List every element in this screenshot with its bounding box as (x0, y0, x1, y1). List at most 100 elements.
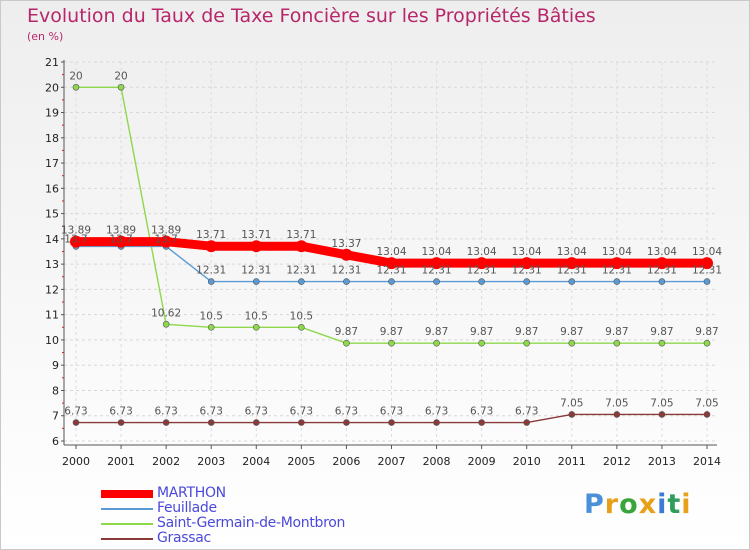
y-tick-label: 15 (45, 208, 59, 221)
point-grassac (388, 419, 395, 426)
point-grassac (162, 419, 170, 426)
y-tick-label: 20 (45, 81, 59, 94)
y-tick-label: 21 (45, 56, 59, 69)
point-feuillade (568, 278, 576, 285)
logo-letter: o (619, 489, 639, 520)
data-label-marthon: 13.89 (61, 225, 91, 237)
point-marthon (70, 235, 82, 248)
logo-letter: P (584, 489, 605, 520)
data-label-grassac: 6.73 (335, 406, 358, 418)
point-feuillade (388, 278, 395, 285)
y-tick-label: 7 (52, 410, 59, 423)
point-feuillade (252, 278, 260, 285)
x-tick-label: 2008 (423, 455, 451, 468)
data-label-marthon: 13.04 (692, 246, 722, 258)
proxiti-logo: Proxiti (584, 489, 692, 520)
y-tick-label: 8 (52, 384, 59, 397)
point-feuillade (703, 278, 711, 285)
x-tick-label: 2004 (242, 455, 270, 468)
point-marthon (565, 257, 578, 270)
data-label-marthon: 13.04 (512, 246, 542, 258)
data-label-grassac: 7.05 (560, 397, 583, 409)
data-label-feuillade: 12.31 (647, 265, 677, 277)
data-label-saint-germain-de-montbron: 9.87 (560, 326, 583, 338)
point-marthon (701, 257, 713, 270)
point-grassac (478, 419, 485, 426)
data-label-grassac: 6.73 (154, 406, 177, 418)
data-label-saint-germain-de-montbron: 9.87 (515, 326, 538, 338)
legend-label-grassac: Grassac (157, 530, 211, 546)
logo-letter: x (638, 489, 658, 520)
data-label-grassac: 6.73 (64, 406, 87, 418)
point-grassac (207, 419, 215, 426)
data-label-saint-germain-de-montbron: 10.5 (200, 310, 223, 322)
data-label-grassac: 6.73 (200, 406, 223, 418)
data-label-grassac: 6.73 (425, 406, 448, 418)
point-grassac (72, 419, 80, 426)
data-label-grassac: 6.73 (245, 406, 268, 418)
data-label-marthon: 13.04 (376, 246, 406, 258)
x-tick-label: 2012 (603, 455, 631, 468)
point-marthon (295, 240, 308, 253)
point-grassac (523, 419, 531, 426)
x-tick-label: 2006 (332, 455, 360, 468)
point-saint-germain-de-montbron (72, 83, 80, 91)
data-label-feuillade: 12.31 (331, 265, 361, 277)
point-grassac (298, 419, 305, 426)
point-saint-germain-de-montbron (478, 339, 485, 347)
point-marthon (115, 235, 128, 248)
y-tick-label: 19 (45, 107, 59, 120)
point-feuillade (343, 278, 350, 285)
data-label-saint-germain-de-montbron: 9.87 (380, 326, 403, 338)
data-label-saint-germain-de-montbron: 10.62 (151, 307, 181, 319)
data-label-saint-germain-de-montbron: 20 (69, 70, 82, 82)
data-label-saint-germain-de-montbron: 9.87 (425, 326, 448, 338)
data-label-grassac: 7.05 (695, 397, 718, 409)
data-label-saint-germain-de-montbron: 9.87 (335, 326, 358, 338)
point-grassac (613, 411, 621, 418)
point-saint-germain-de-montbron (162, 320, 170, 328)
chart-title: Evolution du Taux de Taxe Foncière sur l… (27, 5, 596, 27)
logo-letter: t (667, 489, 682, 520)
data-label-feuillade: 13.7 (154, 233, 177, 245)
x-tick-label: 2011 (558, 455, 586, 468)
data-label-marthon: 13.89 (106, 225, 136, 237)
chart-subtitle: (en %) (27, 30, 64, 43)
x-tick-label: 2007 (378, 455, 406, 468)
logo-letter: i (657, 489, 668, 520)
x-tick-label: 2009 (468, 455, 496, 468)
point-marthon (160, 235, 173, 248)
data-label-saint-germain-de-montbron: 10.5 (245, 310, 268, 322)
point-feuillade (658, 278, 666, 285)
data-label-grassac: 6.73 (470, 406, 493, 418)
point-marthon (250, 240, 263, 253)
data-label-marthon: 13.04 (467, 246, 497, 258)
x-tick-label: 2002 (152, 455, 180, 468)
data-label-feuillade: 12.31 (602, 265, 632, 277)
x-tick-label: 2014 (693, 455, 721, 468)
data-label-grassac: 7.05 (650, 397, 673, 409)
point-feuillade (478, 278, 485, 285)
y-tick-label: 6 (52, 435, 59, 448)
point-saint-germain-de-montbron (703, 339, 711, 347)
y-tick-label: 14 (45, 233, 59, 246)
data-label-saint-germain-de-montbron: 9.87 (695, 326, 718, 338)
data-label-feuillade: 12.31 (467, 265, 497, 277)
data-label-marthon: 13.71 (286, 229, 316, 241)
data-label-feuillade: 12.31 (286, 265, 316, 277)
data-label-feuillade: 13.7 (64, 233, 87, 245)
data-label-saint-germain-de-montbron: 9.87 (605, 326, 628, 338)
y-tick-label: 18 (45, 132, 59, 145)
point-feuillade (433, 278, 440, 285)
data-label-feuillade: 12.31 (512, 265, 542, 277)
data-label-marthon: 13.04 (647, 246, 677, 258)
x-tick-label: 2003 (197, 455, 225, 468)
point-feuillade (298, 278, 305, 285)
data-label-saint-germain-de-montbron: 20 (114, 70, 127, 82)
legend-label-marthon: MARTHON (157, 485, 226, 501)
point-saint-germain-de-montbron (298, 323, 305, 331)
point-grassac (703, 411, 711, 418)
point-grassac (568, 411, 576, 418)
legend-swatch-marthon (101, 490, 153, 498)
